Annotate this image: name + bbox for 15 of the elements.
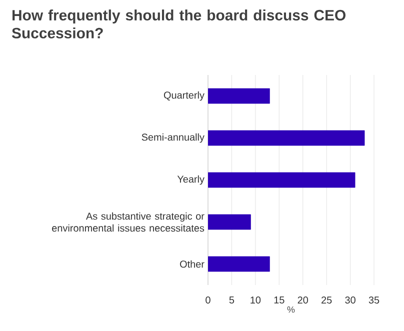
x-tick-label: 0 bbox=[206, 296, 210, 304]
x-tick-label: 25 bbox=[322, 296, 332, 304]
x-axis-title: % bbox=[287, 306, 295, 313]
x-tick-label: 10 bbox=[250, 296, 261, 304]
y-tick-label: Other bbox=[180, 260, 204, 268]
x-tick-label: 5 bbox=[229, 296, 234, 304]
y-tick-label: Yearly bbox=[177, 175, 204, 185]
x-tick-label: 35 bbox=[368, 296, 380, 304]
x-tick-label: 20 bbox=[298, 296, 308, 304]
x-tick-label: 30 bbox=[345, 296, 356, 304]
y-tick-label: As substantive strategic or environmental issues necessitates bbox=[52, 212, 204, 232]
y-tick-label: Semi-annually bbox=[142, 133, 204, 143]
y-tick-label: Quarterly bbox=[164, 91, 204, 101]
x-tick-label: 15 bbox=[274, 296, 284, 304]
chart-title: How frequently should the board discuss CEO Succession? bbox=[12, 10, 346, 38]
